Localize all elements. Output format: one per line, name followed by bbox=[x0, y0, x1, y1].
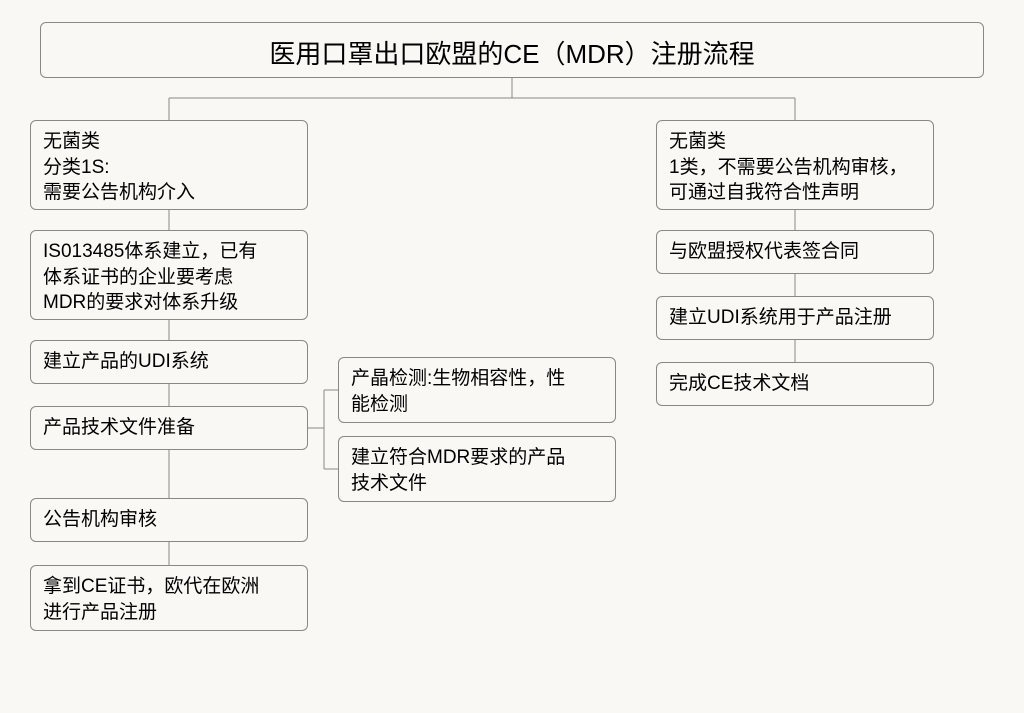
node-eu-rep-contract: 与欧盟授权代表签合同 bbox=[656, 230, 934, 274]
node-ce-tech-doc: 完成CE技术文档 bbox=[656, 362, 934, 406]
node-udi-left: 建立产品的UDI系统 bbox=[30, 340, 308, 384]
node-nb-audit: 公告机构审核 bbox=[30, 498, 308, 542]
node-iso13485: IS013485体系建立，已有 体系证书的企业要考虑 MDR的要求对体系升级 bbox=[30, 230, 308, 320]
node-nonsterile-class1: 无菌类 1类，不需要公告机构审核， 可通过自我符合性声明 bbox=[656, 120, 934, 210]
node-mdr-tech-file: 建立符合MDR要求的产品 技术文件 bbox=[338, 436, 616, 502]
node-sterile-1s: 无菌类 分类1S: 需要公告机构介入 bbox=[30, 120, 308, 210]
node-ce-cert: 拿到CE证书，欧代在欧洲 进行产品注册 bbox=[30, 565, 308, 631]
flowchart-title: 医用口罩出口欧盟的CE（MDR）注册流程 bbox=[40, 22, 984, 78]
node-product-testing: 产晶检测:生物相容性，性 能检测 bbox=[338, 357, 616, 423]
node-udi-right: 建立UDI系统用于产品注册 bbox=[656, 296, 934, 340]
node-tech-file-prep: 产品技术文件准备 bbox=[30, 406, 308, 450]
